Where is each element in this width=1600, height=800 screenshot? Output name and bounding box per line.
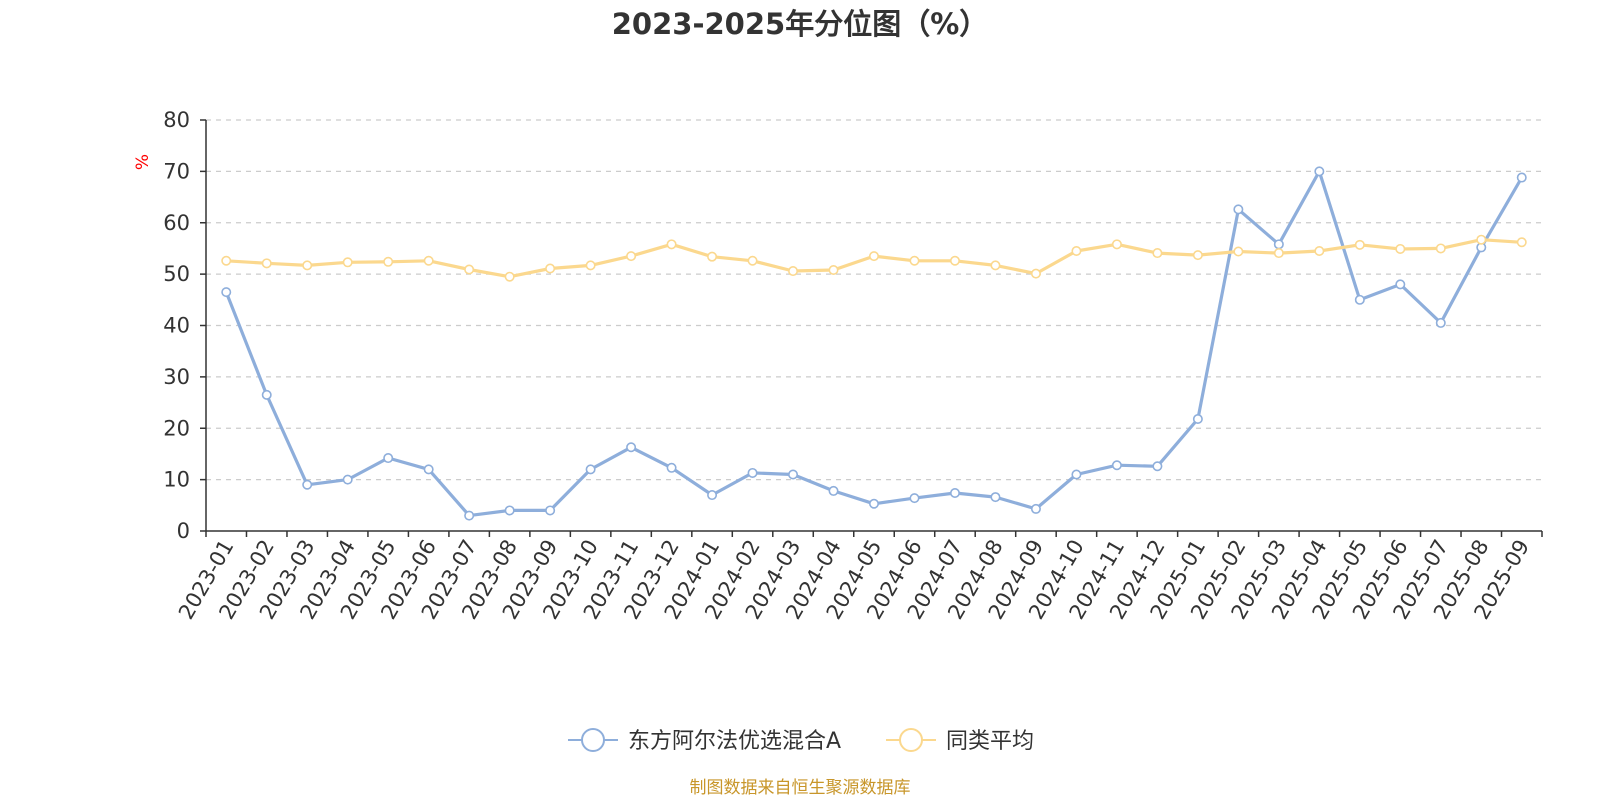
data-point	[1314, 166, 1325, 177]
data-point	[1273, 239, 1284, 250]
data-point	[302, 260, 313, 271]
data-point	[666, 239, 677, 250]
data-point	[221, 255, 232, 266]
data-point	[1273, 248, 1284, 259]
data-point	[1354, 294, 1365, 305]
data-point	[626, 442, 637, 453]
data-point	[383, 453, 394, 464]
y-axis-label: %	[133, 154, 153, 170]
data-point	[1233, 204, 1244, 215]
y-tick-label: 70	[163, 159, 190, 183]
data-point	[261, 258, 272, 269]
y-tick-label: 20	[163, 416, 190, 440]
data-point	[1192, 414, 1203, 425]
data-point	[504, 271, 515, 282]
data-point	[1476, 234, 1487, 245]
data-point	[585, 464, 596, 475]
data-point	[1071, 246, 1082, 257]
data-point	[1395, 243, 1406, 254]
data-point	[1030, 503, 1041, 514]
data-point	[990, 260, 1001, 271]
data-point	[909, 493, 920, 504]
data-point	[1071, 469, 1082, 480]
data-point	[545, 505, 556, 516]
data-point	[868, 498, 879, 509]
y-tick-label: 50	[163, 262, 190, 286]
data-point	[585, 260, 596, 271]
legend-item-0[interactable]: 东方阿尔法优选混合A	[568, 728, 841, 754]
data-point	[788, 266, 799, 277]
data-point	[747, 467, 758, 478]
data-point	[626, 251, 637, 262]
data-point	[868, 251, 879, 262]
data-point	[261, 389, 272, 400]
data-point	[1030, 268, 1041, 279]
y-tick-label: 30	[163, 365, 190, 389]
data-point	[1354, 239, 1365, 250]
legend-swatch-marker	[899, 728, 923, 752]
source-note: 制图数据来自恒生聚源数据库	[689, 778, 911, 798]
data-point	[221, 287, 232, 298]
data-point	[1152, 461, 1163, 472]
y-tick-label: 60	[163, 211, 190, 235]
y-tick-label: 80	[163, 108, 190, 132]
data-point	[383, 256, 394, 267]
legend-swatch-marker	[581, 728, 605, 752]
data-point	[949, 487, 960, 498]
data-point	[423, 255, 434, 266]
data-point	[342, 474, 353, 485]
chart-title: 2023-2025年分位图（%）	[611, 7, 989, 41]
legend-label: 同类平均	[946, 729, 1034, 754]
data-point	[423, 464, 434, 475]
y-tick-label: 40	[163, 314, 190, 338]
data-point	[707, 490, 718, 501]
legend-label: 东方阿尔法优选混合A	[628, 729, 841, 754]
axes: 01020304050607080%2023-012023-022023-032…	[133, 108, 1543, 623]
data-point	[464, 510, 475, 521]
data-point	[1516, 172, 1527, 183]
data-point	[302, 479, 313, 490]
series-lines	[221, 166, 1527, 521]
data-point	[1314, 246, 1325, 257]
data-point	[1111, 460, 1122, 471]
data-point	[545, 263, 556, 274]
data-point	[828, 485, 839, 496]
data-point	[1395, 279, 1406, 290]
data-point	[666, 462, 677, 473]
data-point	[1435, 317, 1446, 328]
data-point	[788, 469, 799, 480]
gridlines	[206, 119, 1542, 481]
data-point	[504, 505, 515, 516]
data-point	[747, 255, 758, 266]
data-point	[909, 255, 920, 266]
data-point	[464, 264, 475, 275]
data-point	[342, 257, 353, 268]
legend[interactable]: 东方阿尔法优选混合A 同类平均	[568, 728, 1034, 754]
data-point	[949, 255, 960, 266]
data-point	[1192, 250, 1203, 261]
data-point	[1435, 243, 1446, 254]
y-tick-label: 0	[177, 519, 190, 543]
legend-item-1[interactable]: 同类平均	[886, 728, 1034, 754]
y-tick-label: 10	[163, 468, 190, 492]
data-point	[1233, 246, 1244, 257]
data-point	[990, 492, 1001, 503]
data-point	[828, 265, 839, 276]
data-point	[1152, 248, 1163, 259]
data-point	[1516, 237, 1527, 248]
data-point	[1111, 239, 1122, 250]
data-point	[707, 251, 718, 262]
